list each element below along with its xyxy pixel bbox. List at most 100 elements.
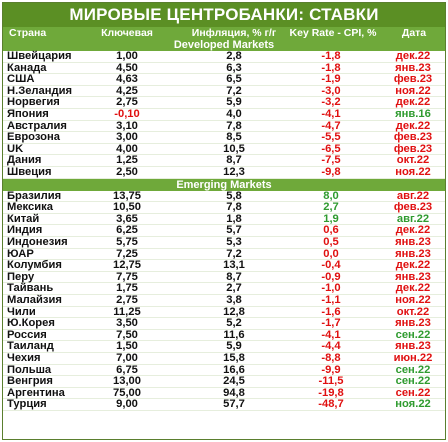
cell-real-rate: 1,9 — [323, 212, 339, 225]
cell-key-rate: 1,25 — [116, 154, 138, 167]
cell-key-rate: -0,10 — [114, 107, 140, 120]
cell-inflation: 15,8 — [223, 351, 245, 364]
table-row: Норвегия 2,75 5,9 -3,2 дек.22 — [3, 97, 445, 109]
cell-key-rate: 7,25 — [116, 247, 138, 260]
cell-inflation: 1,8 — [226, 212, 242, 225]
cell-key-rate: 6,75 — [116, 363, 138, 376]
cell-date: дек.22 — [395, 259, 431, 272]
table-title: МИРОВЫЕ ЦЕНТРОБАНКИ: СТАВКИ — [3, 3, 445, 27]
table-row: Индия 6,25 5,7 0,6 дек.22 — [3, 225, 445, 237]
cell-country: Швейцария — [7, 50, 72, 62]
cell-real-rate: 0,0 — [323, 247, 339, 260]
cell-inflation: 2,8 — [226, 50, 242, 62]
cell-real-rate: -3,2 — [321, 96, 341, 109]
header-country: Страна — [9, 27, 47, 39]
cell-inflation: 12,8 — [223, 305, 245, 318]
cell-key-rate: 4,00 — [116, 142, 138, 155]
cell-inflation: 5,3 — [226, 235, 242, 248]
cell-date: дек.22 — [395, 282, 431, 295]
cell-key-rate: 1,50 — [116, 340, 138, 353]
cell-key-rate: 1,75 — [116, 282, 138, 295]
cell-inflation: 94,8 — [223, 386, 245, 399]
table-row: Аргентина 75,00 94,8 -19,8 сен.22 — [3, 386, 445, 400]
cell-real-rate: -4,1 — [321, 328, 341, 341]
cell-date: ноя.22 — [395, 293, 431, 306]
cell-inflation: 5,9 — [226, 340, 242, 353]
cell-key-rate: 3,65 — [116, 212, 138, 225]
cell-real-rate: 0,6 — [323, 224, 339, 237]
cell-country: Польша — [7, 363, 52, 376]
cell-real-rate: -4,1 — [321, 107, 341, 120]
table-row: Швейцария 1,00 2,8 -1,8 дек.22 — [3, 50, 445, 63]
cell-key-rate: 9,00 — [116, 398, 138, 411]
cell-inflation: 8,7 — [226, 270, 242, 283]
cell-date: янв.23 — [395, 317, 431, 330]
table-row: Малайзия 2,75 3,8 -1,1 ноя.22 — [3, 293, 445, 307]
cell-key-rate: 3,50 — [116, 317, 138, 330]
cell-real-rate: -1,7 — [321, 317, 341, 330]
cell-country: Тайвань — [7, 282, 54, 295]
cell-date: фев.23 — [393, 142, 433, 155]
cell-real-rate: -7,5 — [321, 154, 341, 167]
cell-date: дек.22 — [395, 119, 431, 132]
cell-country: США — [7, 73, 35, 86]
cell-country: Н.Зеландия — [7, 84, 73, 97]
cell-inflation: 10,5 — [223, 142, 245, 155]
cell-country: Австралия — [7, 119, 67, 132]
cell-date: фев.23 — [393, 201, 433, 214]
cell-country: Аргентина — [7, 386, 65, 399]
cell-date: янв.23 — [395, 340, 431, 353]
cell-key-rate: 12,75 — [113, 259, 141, 272]
cell-date: янв.23 — [395, 61, 431, 74]
cell-country: Китай — [7, 212, 40, 225]
header-real-rate: Key Rate - CPI, % — [289, 27, 377, 39]
cell-key-rate: 75,00 — [113, 386, 141, 399]
cell-real-rate: -48,7 — [318, 398, 344, 411]
cell-real-rate: -9,8 — [321, 165, 341, 178]
table-row: Дания 1,25 8,7 -7,5 окт.22 — [3, 155, 445, 167]
cell-country: Турция — [7, 398, 47, 411]
cell-key-rate: 11,25 — [113, 305, 141, 318]
cell-date: дек.22 — [395, 224, 431, 237]
cell-date: янв.23 — [395, 247, 431, 260]
cell-real-rate: -11,5 — [318, 375, 344, 388]
cell-country: Перу — [7, 270, 35, 283]
cell-date: авг.22 — [396, 212, 430, 225]
table-row: Н.Зеландия 4,25 7,2 -3,0 ноя.22 — [3, 84, 445, 98]
cell-country: Ю.Корея — [7, 317, 55, 330]
cell-inflation: 8,7 — [226, 154, 242, 167]
table-row: Канада 4,50 6,3 -1,8 янв.23 — [3, 61, 445, 75]
cell-key-rate: 10,50 — [113, 201, 141, 214]
cell-key-rate: 7,50 — [116, 328, 138, 341]
cell-inflation: 11,6 — [223, 328, 245, 341]
table-row: Чехия 7,00 15,8 -8,8 июн.22 — [3, 351, 445, 365]
cell-inflation: 16,6 — [223, 363, 245, 376]
cell-date: ноя.22 — [395, 165, 431, 178]
cell-date: сен.22 — [395, 386, 431, 399]
cell-date: янв.23 — [395, 270, 431, 283]
cell-inflation: 6,5 — [226, 73, 242, 86]
cell-country: Бразилия — [7, 189, 62, 202]
cell-inflation: 7,2 — [226, 247, 242, 260]
cell-real-rate: -19,8 — [318, 386, 344, 399]
cell-country: UK — [7, 142, 24, 155]
cell-key-rate: 4,63 — [116, 73, 138, 86]
table-row: Мексика 10,50 7,8 2,7 фев.23 — [3, 202, 445, 214]
table-row: Япония -0,10 4,0 -4,1 янв.16 — [3, 107, 445, 121]
cell-date: ноя.22 — [395, 84, 431, 97]
cell-country: Дания — [7, 154, 42, 167]
cell-inflation: 4,0 — [226, 107, 242, 120]
cell-date: сен.22 — [395, 328, 431, 341]
cell-inflation: 8,5 — [226, 131, 242, 144]
cell-real-rate: -3,0 — [321, 84, 341, 97]
cell-real-rate: 8,0 — [323, 189, 339, 202]
cell-real-rate: -8,8 — [321, 351, 341, 364]
cell-country: Япония — [7, 107, 49, 120]
cell-inflation: 7,8 — [226, 119, 242, 132]
table-row: Россия 7,50 11,6 -4,1 сен.22 — [3, 328, 445, 342]
cell-date: сен.22 — [395, 363, 431, 376]
cell-real-rate: -4,7 — [321, 119, 341, 132]
cell-country: Таиланд — [7, 340, 54, 353]
cell-key-rate: 3,00 — [116, 131, 138, 144]
